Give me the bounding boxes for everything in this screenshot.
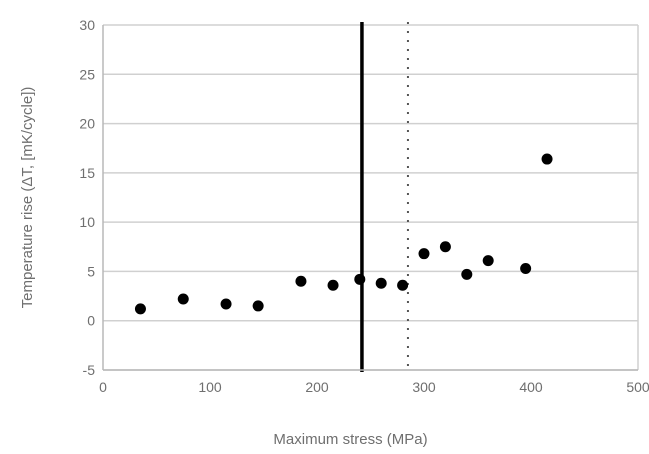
data-point xyxy=(252,300,264,312)
data-point xyxy=(482,255,494,267)
x-tick-label: 400 xyxy=(519,379,543,395)
data-point xyxy=(375,277,387,289)
data-point xyxy=(461,268,473,280)
data-point xyxy=(220,298,232,310)
data-points xyxy=(134,153,553,315)
y-tick-label: 0 xyxy=(87,313,95,329)
x-tick-label: 300 xyxy=(412,379,436,395)
x-tick-labels: 0 100 200 300 400 500 xyxy=(99,379,649,395)
data-point xyxy=(134,303,146,315)
data-point xyxy=(354,273,366,285)
data-point xyxy=(418,248,430,260)
x-tick-label: 200 xyxy=(305,379,329,395)
grid-lines xyxy=(103,24,639,371)
y-tick-labels: -5 0 5 10 15 20 25 30 xyxy=(79,17,95,378)
data-point xyxy=(177,293,189,305)
data-point xyxy=(541,153,553,165)
y-axis-title: Temperature rise (ΔT, [mK/cycle]) xyxy=(19,87,36,309)
axes xyxy=(102,25,638,371)
data-point xyxy=(397,279,409,291)
x-tick-label: 500 xyxy=(626,379,649,395)
x-tick-label: 100 xyxy=(198,379,222,395)
reference-lines xyxy=(360,22,409,372)
x-tick-label: 0 xyxy=(99,379,107,395)
data-point xyxy=(295,275,307,287)
y-tick-label: 20 xyxy=(79,116,95,132)
y-tick-label: -5 xyxy=(83,362,96,378)
y-tick-label: 30 xyxy=(79,17,95,33)
y-tick-label: 25 xyxy=(79,66,95,82)
x-axis-title: Maximum stress (MPa) xyxy=(273,431,427,448)
y-tick-label: 10 xyxy=(79,214,95,230)
data-point xyxy=(327,279,339,291)
data-point xyxy=(439,241,451,253)
data-point xyxy=(520,262,532,274)
y-tick-label: 5 xyxy=(87,263,95,279)
y-tick-label: 15 xyxy=(79,165,95,181)
